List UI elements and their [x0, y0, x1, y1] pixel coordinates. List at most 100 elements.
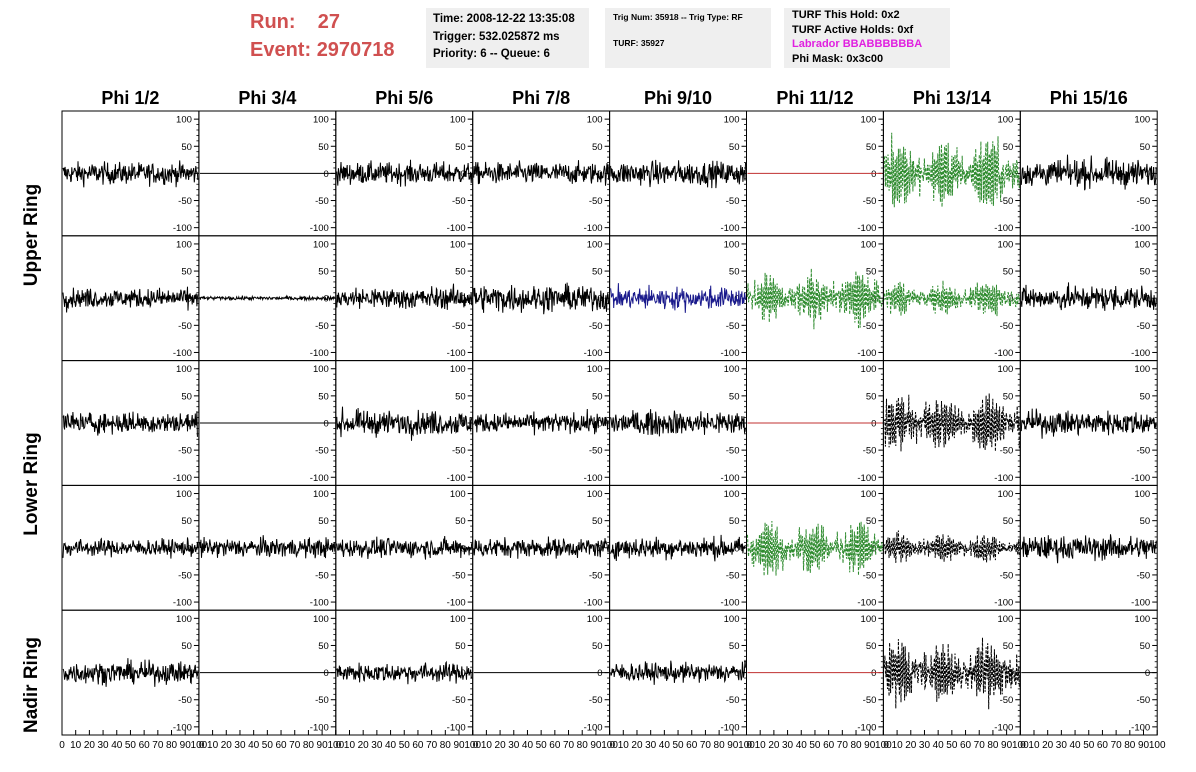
y-tick-label: 100: [450, 115, 466, 126]
x-tick-label: 20: [631, 740, 643, 751]
y-tick-label: -100: [1131, 473, 1150, 484]
y-tick-label: -50: [315, 446, 329, 457]
x-tick-label: 10: [70, 740, 82, 751]
y-tick-label: 0: [187, 543, 192, 554]
y-tick-label: -50: [726, 446, 740, 457]
y-tick-label: -100: [447, 473, 466, 484]
x-tick-label: 60: [1097, 740, 1109, 751]
y-tick-label: 0: [1145, 543, 1150, 554]
y-tick-label: -100: [1131, 348, 1150, 359]
trigger-text: Trigger: 532.025872 ms: [433, 30, 560, 43]
x-tick-label: 20: [221, 740, 233, 751]
waveform-trace: [473, 160, 610, 186]
x-tick-label: 0: [1020, 740, 1026, 751]
priority-text: Priority: 6 -- Queue: 6: [433, 48, 550, 60]
y-tick-label: 100: [1134, 614, 1150, 625]
x-tick-label: 30: [371, 740, 383, 751]
y-tick-label: -100: [994, 473, 1013, 484]
x-tick-label: 50: [946, 740, 958, 751]
x-tick-label: 70: [289, 740, 301, 751]
y-tick-label: 50: [181, 267, 192, 278]
y-tick-label: -50: [1000, 321, 1014, 332]
y-tick-label: -50: [863, 196, 877, 207]
y-tick-label: 50: [592, 516, 603, 527]
waveform-trace: [336, 406, 473, 441]
x-tick-label: 30: [98, 740, 110, 751]
x-tick-label: 80: [1124, 740, 1136, 751]
phi-mask-text: Phi Mask: 0x3c00: [792, 52, 884, 65]
x-tick-label: 80: [987, 740, 999, 751]
waveform-trace: [199, 535, 336, 559]
turf-active-text: TURF Active Holds: 0xf: [792, 23, 914, 36]
column-header-4: Phi 7/8: [512, 88, 570, 108]
x-tick-label: 70: [974, 740, 986, 751]
y-tick-label: -100: [447, 722, 466, 733]
waveform-trace: [610, 409, 746, 437]
waveform-trace: [610, 659, 746, 685]
y-tick-label: 100: [724, 364, 740, 375]
x-tick-label: 30: [645, 740, 657, 751]
time-text: Time: 2008-12-22 13:35:08: [433, 13, 575, 25]
y-tick-label: 0: [324, 668, 329, 679]
y-tick-label: 100: [176, 239, 192, 250]
x-tick-label: 80: [166, 740, 178, 751]
x-tick-label: 40: [385, 740, 397, 751]
y-tick-label: -50: [315, 570, 329, 581]
y-tick-label: 100: [450, 614, 466, 625]
y-tick-label: 100: [587, 489, 603, 500]
y-tick-label: 100: [450, 239, 466, 250]
y-tick-label: -100: [173, 223, 192, 234]
y-tick-label: 0: [324, 169, 329, 180]
y-tick-label: 50: [455, 641, 466, 652]
y-tick-label: 0: [324, 419, 329, 430]
y-tick-label: -100: [1131, 223, 1150, 234]
y-tick-label: 100: [587, 115, 603, 126]
waveform-trace: [1020, 154, 1157, 191]
x-tick-label: 50: [399, 740, 411, 751]
y-tick-label: -100: [1131, 598, 1150, 609]
y-tick-label: 50: [1140, 641, 1151, 652]
y-tick-label: -50: [1136, 695, 1150, 706]
run-event-box: Run: 27 Event: 2970718: [250, 8, 395, 64]
waveform-trace: [473, 282, 610, 315]
y-tick-label: -100: [310, 348, 329, 359]
waveform-trace: [62, 658, 199, 687]
y-tick-label: 100: [861, 115, 877, 126]
y-tick-label: -50: [726, 570, 740, 581]
waveform-trace: [883, 637, 1020, 710]
x-tick-label: 50: [672, 740, 684, 751]
y-tick-label: -50: [1000, 446, 1014, 457]
x-tick-label: 80: [440, 740, 452, 751]
y-tick-label: 50: [181, 516, 192, 527]
y-tick-label: 0: [460, 294, 465, 305]
y-tick-label: -100: [173, 722, 192, 733]
y-tick-label: 100: [1134, 239, 1150, 250]
x-tick-label: 90: [590, 740, 602, 751]
waveform-trace: [473, 536, 610, 559]
x-tick-label: 20: [905, 740, 917, 751]
y-tick-label: 50: [729, 516, 740, 527]
y-tick-label: 0: [871, 668, 876, 679]
y-tick-label: -100: [720, 722, 739, 733]
x-tick-label: 0: [610, 740, 616, 751]
waveform-trace: [747, 520, 883, 576]
y-tick-label: 100: [1134, 489, 1150, 500]
y-tick-label: -100: [720, 473, 739, 484]
run-label: Run:: [250, 11, 296, 33]
x-tick-label: 50: [809, 740, 821, 751]
x-tick-label: 60: [960, 740, 972, 751]
y-tick-label: 100: [587, 239, 603, 250]
y-tick-label: 100: [1134, 115, 1150, 126]
y-tick-label: -50: [315, 695, 329, 706]
y-tick-label: -100: [310, 722, 329, 733]
turf-num-text: TURF: 35927: [613, 38, 665, 48]
y-tick-label: -100: [584, 348, 603, 359]
y-tick-label: -50: [315, 196, 329, 207]
y-tick-label: -100: [994, 722, 1013, 733]
x-tick-label: 30: [1056, 740, 1068, 751]
x-tick-label: 90: [453, 740, 465, 751]
waveform-trace: [1020, 282, 1157, 311]
x-tick-label: 100: [464, 740, 481, 751]
y-tick-label: 50: [1003, 267, 1014, 278]
y-tick-label: 50: [318, 641, 329, 652]
